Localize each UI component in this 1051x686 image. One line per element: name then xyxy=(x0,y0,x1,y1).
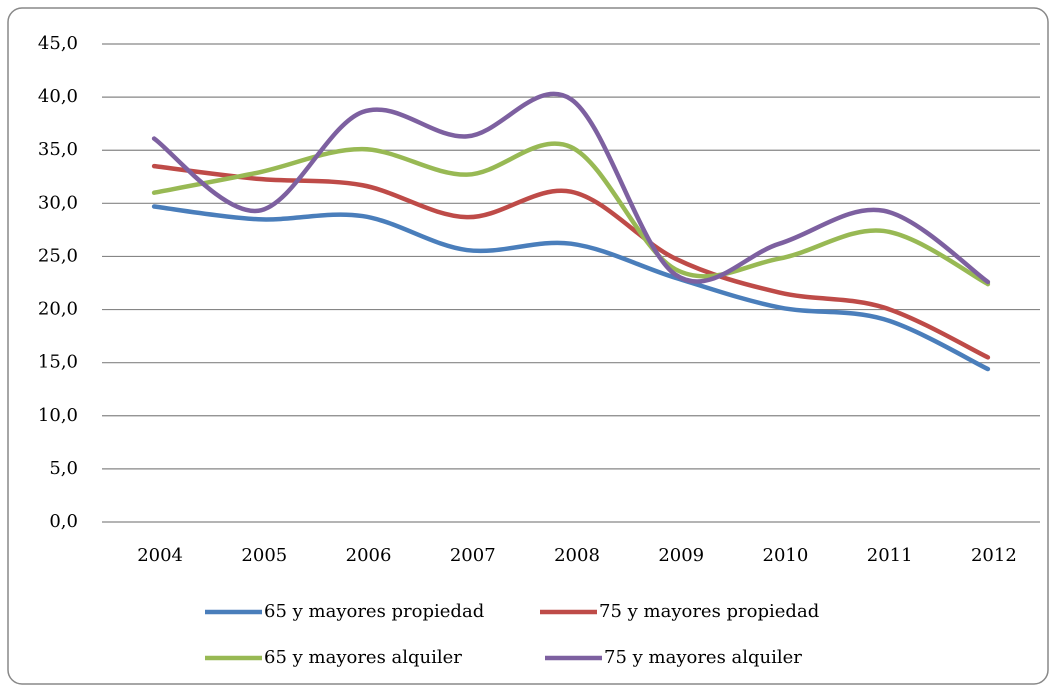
y-tick-label: 25,0 xyxy=(38,245,78,266)
y-tick-label: 10,0 xyxy=(38,405,78,426)
x-tick-label: 2009 xyxy=(658,545,704,566)
x-tick-label: 2004 xyxy=(137,545,183,566)
x-tick-label: 2006 xyxy=(346,545,392,566)
y-tick-label: 40,0 xyxy=(38,86,78,107)
series-line xyxy=(151,91,991,285)
y-tick-label: 5,0 xyxy=(49,458,78,479)
y-tick-label: 35,0 xyxy=(38,139,78,160)
series-line xyxy=(151,141,991,287)
legend-label: 75 y mayores alquiler xyxy=(604,647,802,668)
y-tick-label: 15,0 xyxy=(38,352,78,373)
y-tick-label: 45,0 xyxy=(38,33,78,54)
series-line xyxy=(151,204,991,372)
x-tick-label: 2012 xyxy=(971,545,1017,566)
chart-border xyxy=(7,7,1049,685)
x-tick-label: 2011 xyxy=(867,545,913,566)
legend-label: 65 y mayores alquiler xyxy=(264,647,462,668)
legend-label: 75 y mayores propiedad xyxy=(599,601,819,622)
x-tick-label: 2007 xyxy=(450,545,496,566)
x-tick-label: 2005 xyxy=(241,545,287,566)
y-tick-label: 0,0 xyxy=(49,511,78,532)
y-tick-label: 30,0 xyxy=(38,192,78,213)
x-tick-label: 2010 xyxy=(763,545,809,566)
y-tick-label: 20,0 xyxy=(38,299,78,320)
series-line xyxy=(151,163,991,360)
legend-label: 65 y mayores propiedad xyxy=(264,601,484,622)
x-tick-label: 2008 xyxy=(554,545,600,566)
